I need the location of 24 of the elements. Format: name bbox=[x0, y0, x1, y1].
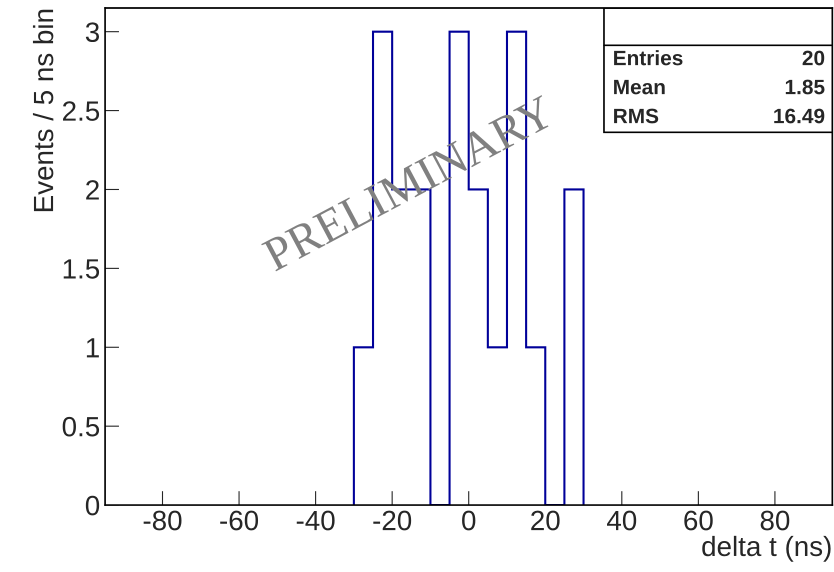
x-tick-label: 0 bbox=[462, 510, 476, 530]
y-axis-title: Events / 5 ns bin bbox=[32, 10, 54, 212]
y-tick-label: 0.5 bbox=[62, 416, 100, 437]
y-tick-label: 1.5 bbox=[64, 259, 100, 279]
x-tick-label: 60 bbox=[684, 510, 713, 530]
x-axis-title: delta t (ns) bbox=[702, 536, 831, 562]
y-tick-label: 2.5 bbox=[63, 101, 100, 121]
annotation: 16.49 bbox=[774, 108, 824, 124]
annotation: Entries bbox=[614, 50, 682, 66]
x-tick-label: 80 bbox=[760, 510, 790, 530]
x-tick-label: 40 bbox=[607, 510, 636, 530]
annotation: 1.85 bbox=[786, 80, 824, 94]
x-tick-label: -20 bbox=[373, 510, 412, 530]
y-tick-label: 1 bbox=[86, 338, 99, 358]
x-tick-label: -60 bbox=[220, 510, 258, 530]
y-tick-label: 3 bbox=[86, 22, 100, 42]
y-tick-label: 0 bbox=[86, 496, 100, 516]
x-tick-label: 20 bbox=[531, 510, 560, 530]
annotation: 20 bbox=[802, 50, 824, 66]
annotation: Mean bbox=[614, 80, 665, 94]
y-tick-label: 2 bbox=[86, 180, 99, 200]
x-tick-label: -80 bbox=[144, 510, 182, 530]
annotation: RMS bbox=[614, 108, 658, 124]
x-tick-label: -40 bbox=[296, 510, 335, 530]
